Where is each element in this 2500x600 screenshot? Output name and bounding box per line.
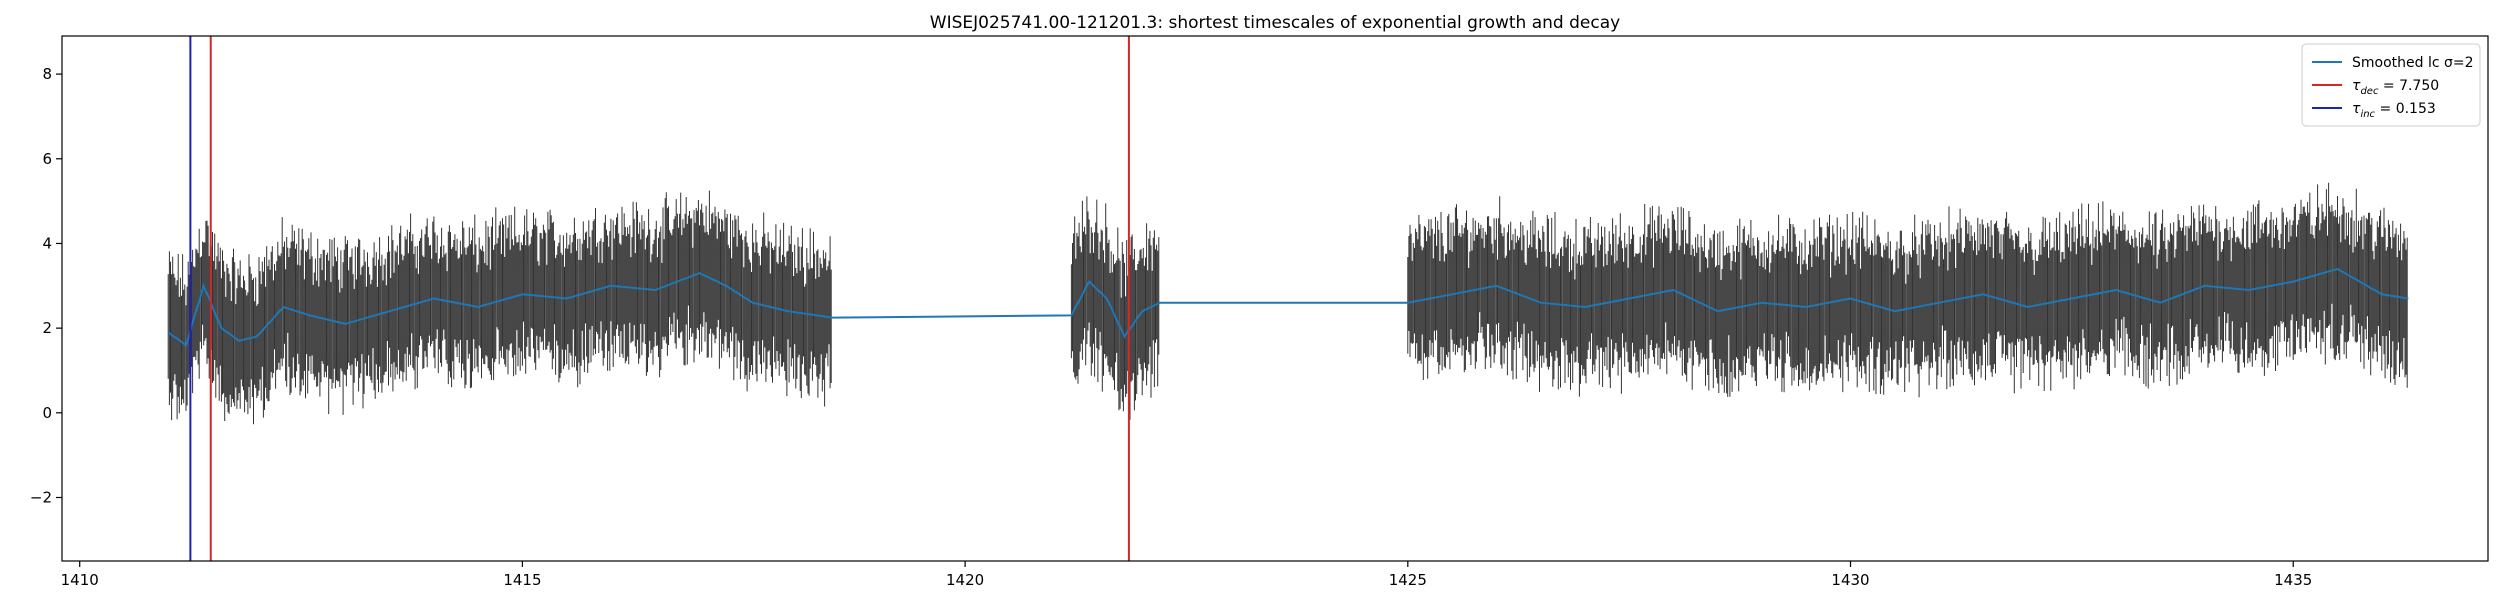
x-tick-label-1425: 1425 xyxy=(1389,571,1427,589)
chart-title: WISEJ025741.00-121201.3: shortest timesc… xyxy=(930,13,1620,33)
axes-frame xyxy=(61,35,2489,562)
x-tick-label-1430: 1430 xyxy=(1831,571,1869,589)
legend: Smoothed lc σ=2 τdec = 7.750 τinc = 0.153 xyxy=(2301,43,2481,127)
y-tick-label-0: 0 xyxy=(42,404,52,422)
y-tick-label-4: 4 xyxy=(42,234,52,252)
series-line-smoothed xyxy=(167,267,2409,347)
legend-label-2: τinc = 0.153 xyxy=(2352,101,2436,120)
x-tick-label-1415: 1415 xyxy=(503,571,541,589)
y-tick-label-8: 8 xyxy=(42,65,52,83)
y-tick-label--2: −2 xyxy=(30,488,52,506)
plot-area xyxy=(167,36,2409,561)
x-tick-label-1420: 1420 xyxy=(946,571,984,589)
y-axis: −2 0 2 4 6 8 xyxy=(30,65,62,506)
y-tick-label-2: 2 xyxy=(42,319,52,337)
y-tick-label-6: 6 xyxy=(42,150,52,168)
legend-box xyxy=(2301,43,2481,127)
legend-label-1: τdec = 7.750 xyxy=(2352,78,2439,97)
x-axis: 1410 1415 1420 1425 1430 1435 xyxy=(61,561,2312,589)
x-tick-label-1435: 1435 xyxy=(2274,571,2312,589)
legend-label-0: Smoothed lc σ=2 xyxy=(2352,55,2474,71)
x-tick-label-1410: 1410 xyxy=(61,571,99,589)
